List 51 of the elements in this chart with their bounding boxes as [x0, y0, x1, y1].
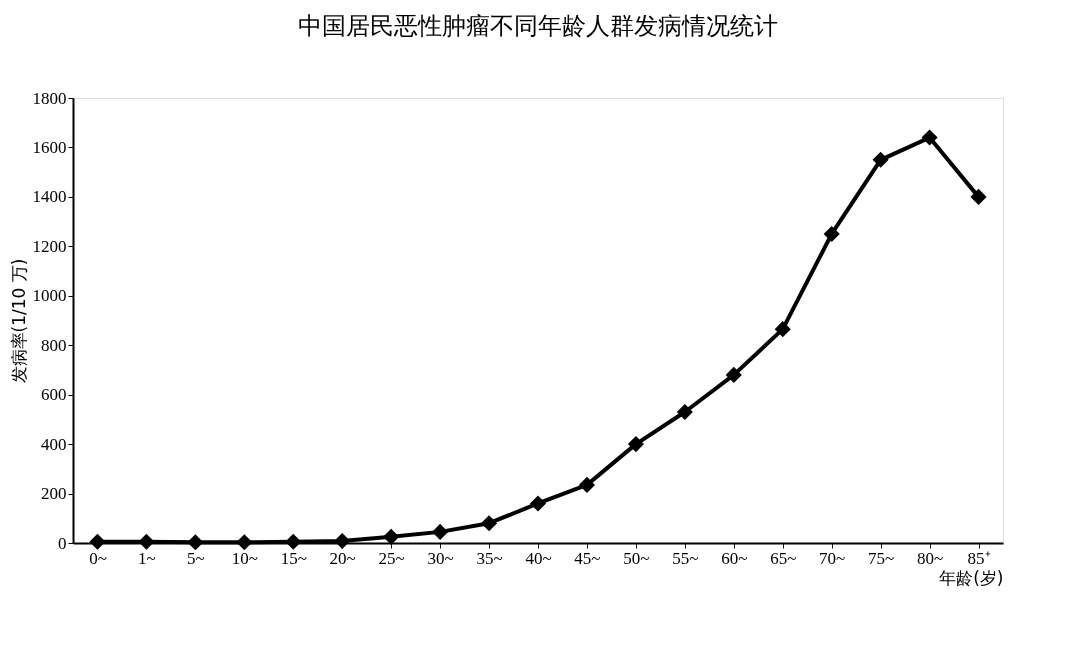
x-tick-label: 50~ — [623, 548, 650, 568]
point — [480, 515, 498, 532]
point — [187, 534, 204, 551]
point — [676, 403, 693, 421]
chart-title: 中国居民恶性肿瘤不同年龄人群发病情况统计 — [298, 12, 778, 40]
point — [383, 528, 400, 545]
x-tick-label: 55~ — [672, 548, 699, 568]
y-tick-label: 400 — [41, 434, 67, 454]
x-tick-label: 65~ — [770, 548, 797, 568]
point — [725, 366, 742, 383]
x-tick-label: 20~ — [329, 548, 356, 568]
y-tick-label: 1200 — [32, 236, 67, 256]
point — [236, 534, 253, 551]
x-tick-label: 70~ — [819, 548, 846, 568]
point — [578, 476, 596, 493]
x-tick-label: 25~ — [378, 548, 405, 568]
x-tick-label: 10~ — [231, 548, 258, 568]
point — [432, 523, 449, 540]
x-tick-label: 30~ — [427, 548, 454, 568]
y-tick-label: 800 — [41, 335, 67, 355]
x-tick-label: 35~ — [476, 548, 503, 568]
x-tick-label: 60~ — [721, 548, 748, 568]
x-tick-label: 80~ — [916, 548, 944, 568]
y-tick-label: 0 — [58, 533, 67, 553]
point — [138, 533, 155, 550]
point — [627, 436, 644, 453]
point — [823, 225, 840, 243]
point — [774, 321, 791, 338]
point — [529, 495, 547, 512]
point — [285, 533, 302, 550]
x-tick-label: 85⁺ — [967, 548, 991, 568]
x-tick-label: 0~ — [89, 548, 107, 568]
y-tick-label: 1400 — [32, 187, 67, 207]
y-tick-label: 1000 — [32, 286, 67, 306]
y-tick-label: 200 — [41, 484, 67, 504]
point — [872, 151, 889, 168]
x-tick-label: 1~ — [138, 548, 156, 568]
x-tick-label: 5~ — [187, 548, 205, 568]
x-tick-label: 45~ — [574, 548, 601, 568]
x-tick-label: 75~ — [868, 548, 895, 568]
y-tick-label: 600 — [41, 385, 67, 405]
y-tick-label: 1600 — [32, 137, 67, 157]
point — [970, 188, 987, 205]
x-tick-label: 40~ — [525, 548, 552, 568]
x-axis-title: 年龄(岁) — [939, 567, 1004, 588]
y-tick-label: 1800 — [32, 88, 67, 108]
x-tick-label: 15~ — [280, 548, 307, 568]
point — [334, 532, 351, 550]
point — [89, 533, 106, 550]
point — [921, 129, 938, 146]
y-axis-title: 发病率(1/10 万) — [8, 258, 29, 384]
